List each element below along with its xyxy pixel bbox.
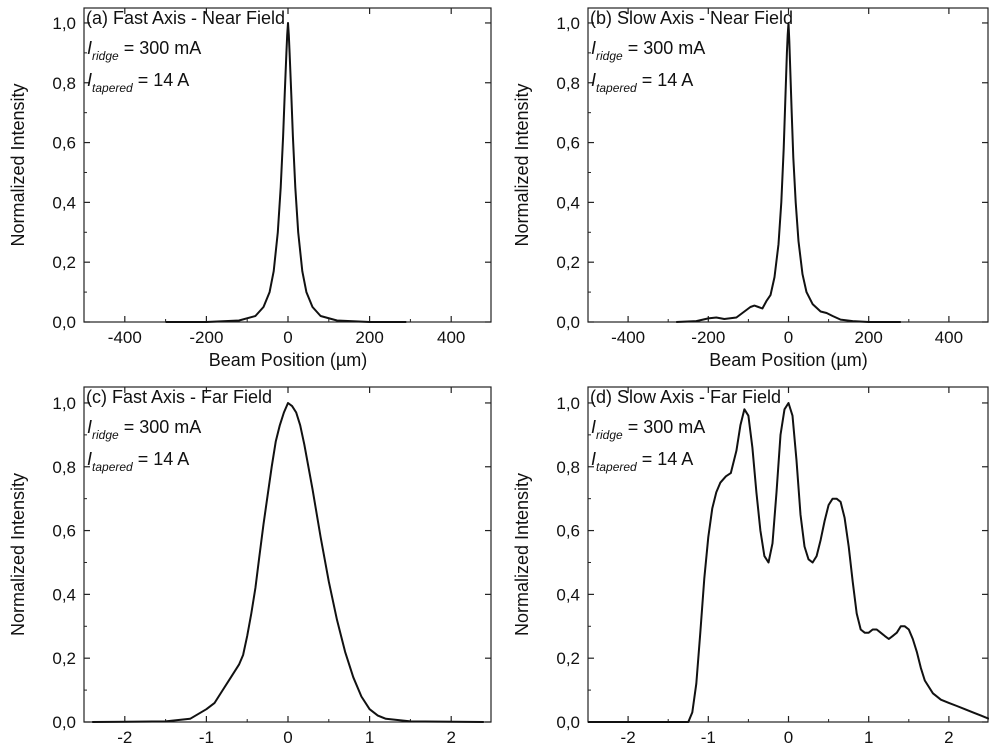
annotation-symbol: I [87, 38, 92, 58]
y-tick-label: 0,4 [52, 585, 76, 604]
x-axis-title: Beam Position (µm) [709, 350, 867, 370]
annotation-subscript: ridge [596, 49, 623, 63]
annotation-value: = 14 A [637, 449, 694, 469]
x-tick-label: 0 [283, 328, 292, 347]
x-axis-title: Beam Position (µm) [209, 350, 367, 370]
panel-label: (b) Slow Axis - Near Field [590, 8, 793, 28]
annotation-subscript: ridge [596, 428, 623, 442]
data-line [92, 402, 484, 723]
current-annotation: Iridge = 300 mA [591, 38, 705, 63]
x-tick-label: 400 [935, 328, 963, 347]
y-tick-label: 0,2 [556, 649, 580, 668]
x-tick-label: 200 [855, 328, 883, 347]
current-annotation: Iridge = 300 mA [87, 38, 201, 63]
x-tick-label: 2 [944, 728, 953, 747]
annotation-symbol: I [591, 38, 596, 58]
panel-label: (d) Slow Axis - Far Field [590, 387, 781, 407]
annotation-value: = 14 A [133, 449, 190, 469]
y-tick-label: 0,0 [52, 713, 76, 732]
y-tick-label: 0,6 [556, 522, 580, 541]
panel-label: (a) Fast Axis - Near Field [86, 8, 285, 28]
annotation-symbol: I [591, 70, 596, 90]
annotation-symbol: I [87, 449, 92, 469]
annotation-subscript: tapered [92, 81, 133, 95]
annotation-subscript: tapered [92, 460, 133, 474]
data-line [588, 402, 989, 723]
x-tick-label: 1 [864, 728, 873, 747]
current-annotation: Itapered = 14 A [87, 449, 189, 474]
data-line [676, 22, 901, 323]
y-tick-label: 0,8 [52, 74, 76, 93]
annotation-value: = 300 mA [119, 417, 202, 437]
y-tick-label: 0,6 [52, 134, 76, 153]
x-tick-label: 0 [283, 728, 292, 747]
x-tick-label: 2 [446, 728, 455, 747]
annotation-value: = 300 mA [623, 38, 706, 58]
annotation-value: = 300 mA [623, 417, 706, 437]
annotation-subscript: tapered [596, 81, 637, 95]
x-tick-label: -200 [189, 328, 223, 347]
chart-panel-a: -400 -200 0 200 400 0,0 0,2 0,4 0,6 0,8 1,0 Beam Po… [8, 7, 492, 370]
current-annotation: Itapered = 14 A [591, 70, 693, 95]
x-tick-label: -2 [117, 728, 132, 747]
annotation-subscript: ridge [92, 49, 119, 63]
x-tick-label: -2 [621, 728, 636, 747]
annotation-value: = 300 mA [119, 38, 202, 58]
y-axis-title: Normalized Intensity [8, 83, 28, 246]
y-tick-label: 1,0 [556, 394, 580, 413]
current-annotation: Itapered = 14 A [591, 449, 693, 474]
x-tick-label: 400 [437, 328, 465, 347]
x-tick-label: -1 [701, 728, 716, 747]
y-tick-label: 0,8 [52, 458, 76, 477]
y-tick-label: 0,0 [556, 713, 580, 732]
chart-panel-b: -400 -200 0 200 400 0,0 0,2 0,4 0,6 0,8 1,0 Beam Po… [512, 7, 989, 370]
annotation-value: = 14 A [637, 70, 694, 90]
y-tick-label: 0,2 [52, 253, 76, 272]
data-line [165, 22, 407, 323]
annotation-subscript: ridge [92, 428, 119, 442]
y-tick-label: 1,0 [52, 14, 76, 33]
current-annotation: Iridge = 300 mA [87, 417, 201, 442]
x-tick-label: -1 [199, 728, 214, 747]
y-tick-label: 0,4 [556, 193, 580, 212]
x-tick-label: 200 [355, 328, 383, 347]
plot-frame [83, 386, 492, 723]
annotation-symbol: I [87, 70, 92, 90]
annotation-value: = 14 A [133, 70, 190, 90]
y-tick-label: 0,2 [52, 649, 76, 668]
y-axis-title: Normalized Intensity [512, 83, 532, 246]
y-axis-title: Normalized Intensity [512, 473, 532, 636]
annotation-symbol: I [591, 417, 596, 437]
annotation-symbol: I [591, 449, 596, 469]
y-tick-label: 1,0 [52, 394, 76, 413]
y-tick-label: 0,6 [52, 522, 76, 541]
x-tick-label: -400 [611, 328, 645, 347]
y-tick-label: 0,8 [556, 74, 580, 93]
x-tick-label: 0 [784, 328, 793, 347]
y-tick-label: 0,4 [52, 193, 76, 212]
y-tick-label: 1,0 [556, 14, 580, 33]
annotation-subscript: tapered [596, 460, 637, 474]
plot-frame [587, 386, 989, 723]
annotation-symbol: I [87, 417, 92, 437]
current-annotation: Itapered = 14 A [87, 70, 189, 95]
y-tick-label: 0,2 [556, 253, 580, 272]
panel-label: (c) Fast Axis - Far Field [86, 387, 272, 407]
y-axis-title: Normalized Intensity [8, 473, 28, 636]
x-tick-label: -200 [691, 328, 725, 347]
x-tick-label: 0 [784, 728, 793, 747]
y-tick-label: 0,4 [556, 585, 580, 604]
x-tick-label: -400 [108, 328, 142, 347]
x-tick-label: 1 [365, 728, 374, 747]
y-tick-label: 0,0 [52, 313, 76, 332]
y-tick-label: 0,0 [556, 313, 580, 332]
y-tick-label: 0,8 [556, 458, 580, 477]
current-annotation: Iridge = 300 mA [591, 417, 705, 442]
y-tick-label: 0,6 [556, 134, 580, 153]
